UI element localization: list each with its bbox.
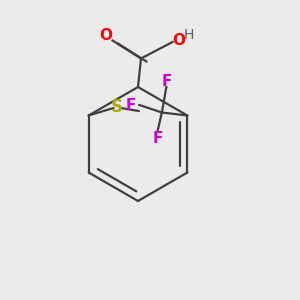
Text: O: O xyxy=(172,33,185,48)
Text: F: F xyxy=(152,131,163,146)
Text: F: F xyxy=(126,98,136,112)
Text: O: O xyxy=(99,28,112,43)
Text: S: S xyxy=(111,98,123,116)
Text: H: H xyxy=(184,28,194,42)
Text: F: F xyxy=(161,74,172,88)
